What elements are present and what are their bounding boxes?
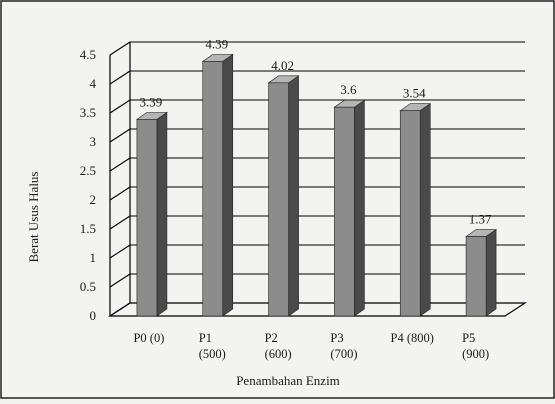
- y-tick-label: 0.5: [80, 279, 96, 294]
- data-label: 3.39: [140, 94, 163, 109]
- data-label: 3.54: [403, 86, 426, 101]
- x-tick-label: P0 (0): [133, 331, 164, 345]
- x-tick-label: P2 (600): [265, 331, 292, 361]
- wall-gridline: [109, 41, 131, 56]
- y-tick-label: 4: [90, 76, 97, 91]
- bar-side: [288, 75, 299, 317]
- y-tick-labels: 0 0.5 1 1.5 2 2.5 3 3.5 4 4.5: [80, 47, 97, 323]
- bar: [136, 119, 158, 317]
- data-label: 4.39: [205, 36, 228, 51]
- bar: [202, 61, 224, 317]
- bar: [334, 106, 355, 317]
- wall-gridline: [109, 186, 131, 201]
- x-axis-label: Penambahan Enzim: [236, 373, 340, 388]
- wall-gridline: [109, 70, 131, 85]
- bar-side: [156, 111, 168, 317]
- bar-side: [354, 99, 365, 317]
- y-tick-label: 1.5: [80, 221, 96, 236]
- y-axis-label: Berat Usus Halus: [26, 172, 41, 263]
- y-tick-label: 3.5: [80, 105, 96, 120]
- bars: [135, 53, 498, 317]
- wall-gridline: [109, 273, 131, 288]
- value-labels: 3.39 4.39 4.02 3.6 3.54 1.37: [140, 36, 492, 226]
- y-tick-label: 4.5: [80, 47, 96, 62]
- bar: [268, 82, 289, 317]
- wall-gridline: [109, 157, 131, 172]
- x-tick-label: P4 (800): [391, 331, 434, 345]
- y-tick-label: 2.5: [80, 163, 96, 178]
- data-label: 3.6: [340, 82, 357, 97]
- gridlines: [109, 41, 525, 317]
- bar-side: [222, 53, 234, 317]
- y-tick-label: 1: [90, 250, 97, 265]
- bar-side: [419, 103, 431, 317]
- y-tick-label: 2: [90, 192, 97, 207]
- wall-gridline: [109, 215, 131, 230]
- bar: [465, 236, 487, 317]
- axes: [107, 42, 528, 317]
- y-tick-label: 3: [90, 134, 97, 149]
- floor: [107, 302, 528, 317]
- y-tick-label: 0: [90, 308, 97, 323]
- wall-gridline: [109, 128, 131, 143]
- x-tick-label: P5 (900): [462, 331, 489, 361]
- bar-side: [485, 228, 497, 317]
- wall-gridline: [109, 99, 131, 114]
- bar: [399, 110, 421, 317]
- data-label: 1.37: [469, 212, 492, 227]
- data-label: 4.02: [271, 58, 294, 73]
- x-tick-label: P1 (500): [199, 331, 226, 361]
- wall-gridline: [109, 244, 131, 259]
- x-tick-labels: P0 (0) P1 (500) P2 (600) P3 (700) P4 (800) P5 (90…: [133, 331, 489, 361]
- x-tick-label: P3 (700): [330, 331, 357, 361]
